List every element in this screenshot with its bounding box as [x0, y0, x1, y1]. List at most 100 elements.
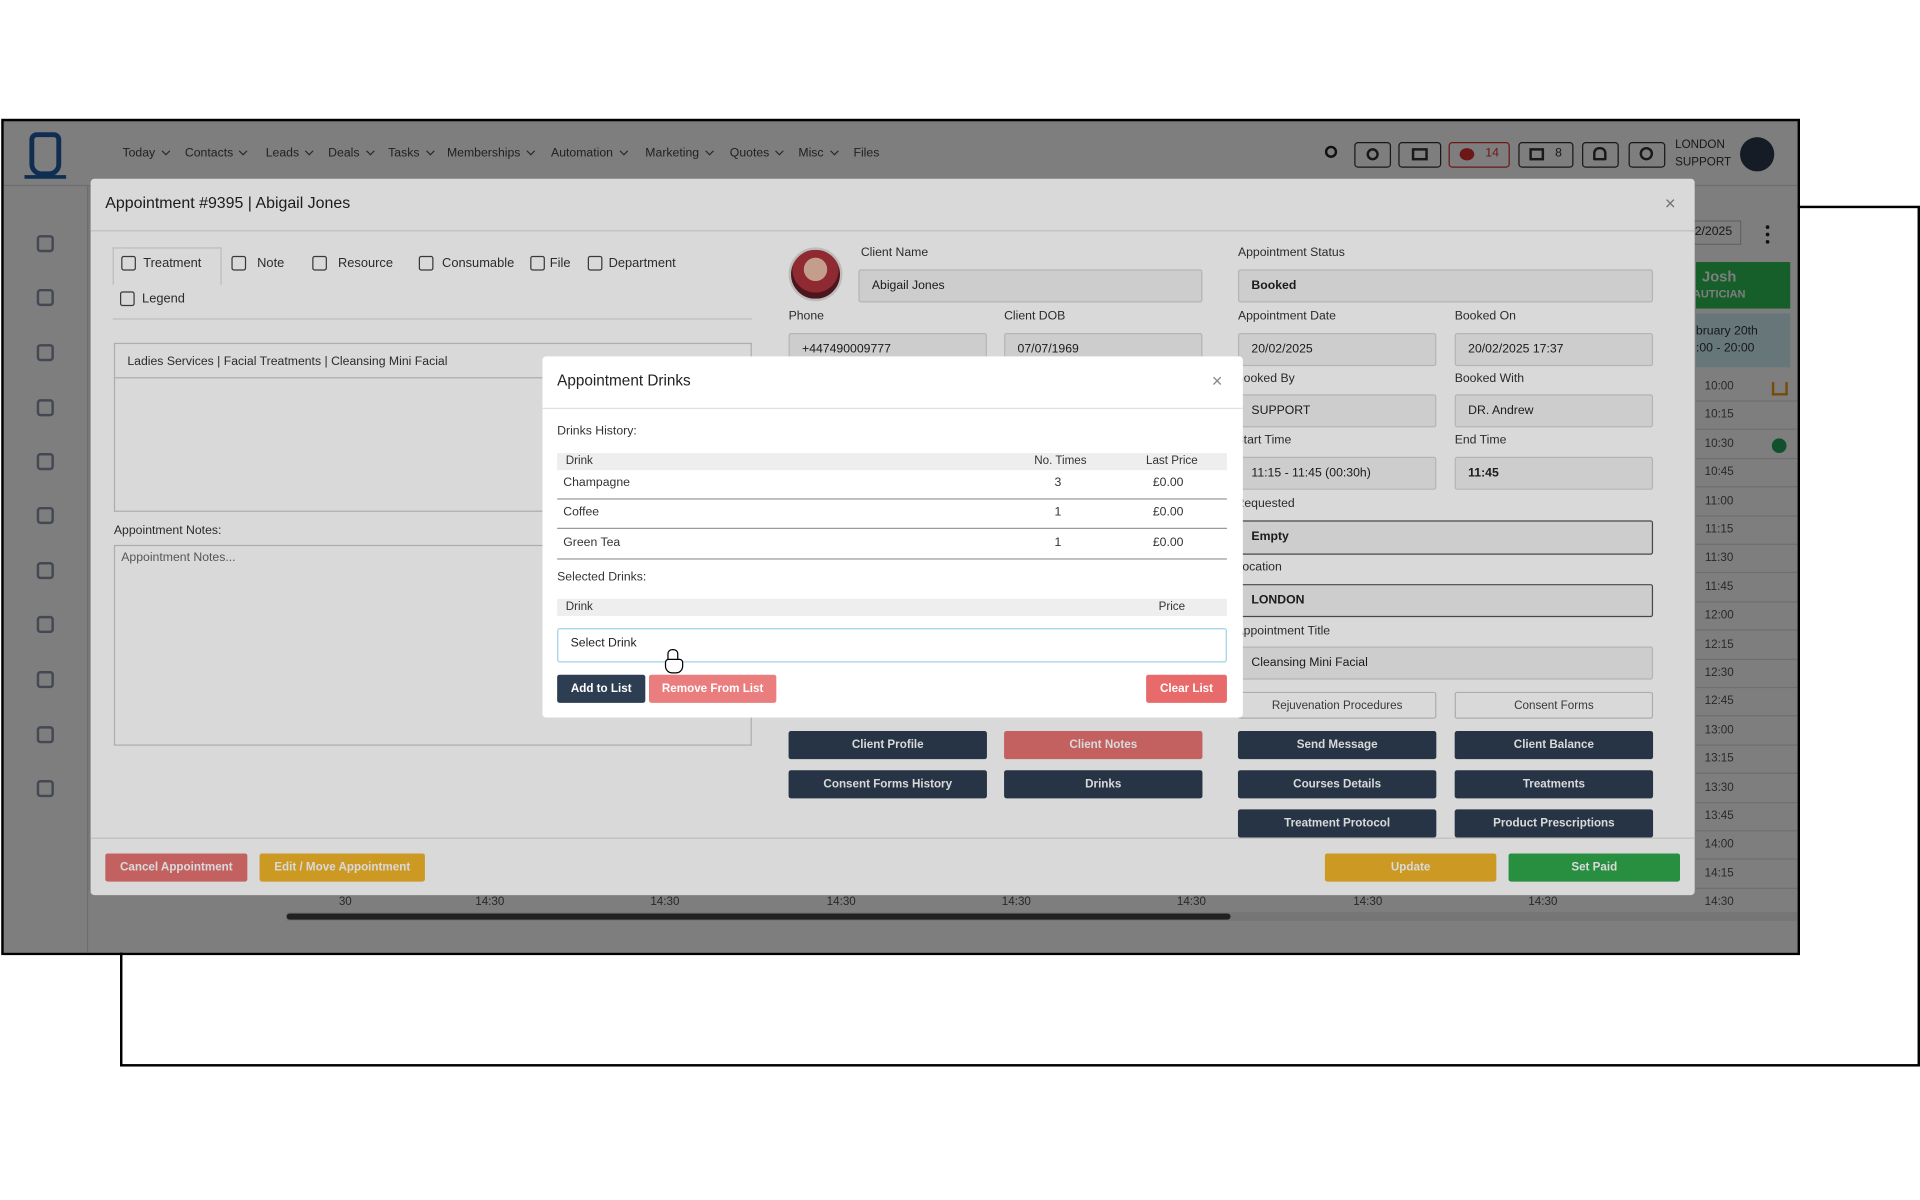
nav-item[interactable]: Quotes [729, 146, 770, 161]
user-name: SUPPORT [1675, 155, 1732, 169]
notes-placeholder: Appointment Notes... [121, 551, 236, 565]
time-grid-line [1695, 830, 1798, 832]
nav-item[interactable]: Deals [328, 146, 360, 161]
user-avatar[interactable] [1740, 137, 1775, 172]
sidebar-icon[interactable] [36, 615, 54, 634]
time-grid-line [1695, 486, 1798, 488]
time-grid-line [1695, 457, 1798, 459]
field-label: Booked By [1235, 372, 1295, 386]
nav-item[interactable]: Memberships [446, 146, 521, 161]
drinks-title: Appointment Drinks [557, 372, 691, 390]
drinks-button[interactable]: Clear List [1146, 674, 1227, 703]
action-button[interactable]: Client Notes [1004, 731, 1203, 760]
time-slot: 10:00 [1704, 379, 1734, 394]
tab[interactable]: File [549, 255, 571, 271]
sidebar-icon[interactable] [36, 288, 54, 307]
tab[interactable]: Treatment [143, 255, 202, 271]
sidebar-icon[interactable] [36, 399, 54, 417]
tab-icon [231, 255, 247, 271]
tab[interactable]: Resource [337, 255, 394, 271]
menu-dot [1765, 240, 1770, 244]
field-input[interactable] [1454, 394, 1654, 428]
field-input[interactable] [1237, 646, 1654, 680]
tab[interactable]: Consumable [442, 255, 515, 271]
timeline-label: 14:30 [826, 895, 856, 909]
footer-button[interactable]: Edit / Move Appointment [259, 853, 425, 882]
time-grid-line [1695, 572, 1798, 574]
nav-icon-button[interactable] [1518, 142, 1574, 168]
field-input[interactable] [1237, 394, 1437, 428]
sidebar-icon[interactable] [36, 780, 54, 798]
nav-icon-button[interactable] [1398, 142, 1442, 168]
nav-item[interactable]: Files [853, 146, 880, 161]
action-button[interactable]: Client Profile [788, 731, 987, 760]
action-button[interactable]: Client Balance [1454, 731, 1654, 760]
field-label: Booked On [1454, 309, 1516, 324]
nav-icon-button[interactable] [1448, 142, 1510, 168]
history-row-divider [557, 557, 1227, 560]
field-label: Start Time [1235, 433, 1292, 447]
drinks-close[interactable]: × [1211, 371, 1223, 392]
action-button[interactable]: Courses Details [1237, 770, 1437, 799]
nav-item[interactable]: Marketing [645, 146, 700, 161]
sidebar-icon[interactable] [36, 235, 54, 253]
field-input[interactable] [1237, 269, 1654, 303]
field-input[interactable] [1237, 456, 1437, 490]
calendar-date-box [1689, 220, 1742, 245]
action-button[interactable]: Treatment Protocol [1237, 809, 1437, 838]
time-grid-line [1695, 801, 1798, 803]
footer-button[interactable]: Set Paid [1508, 853, 1680, 882]
tab[interactable]: Department [608, 255, 676, 271]
action-button[interactable]: Treatments [1454, 770, 1654, 799]
drinks-button[interactable]: Remove From List [648, 674, 777, 703]
nav-item[interactable]: Today [122, 146, 156, 161]
sidebar-icon[interactable] [36, 453, 54, 471]
sidebar-icon[interactable] [36, 726, 54, 744]
selected-header [557, 598, 1227, 616]
field-input[interactable] [1237, 584, 1654, 618]
sidebar-icon[interactable] [36, 344, 54, 362]
action-button[interactable]: Consent Forms History [788, 770, 987, 799]
field-input[interactable] [1237, 333, 1437, 367]
footer-button[interactable]: Cancel Appointment [105, 853, 248, 882]
footer-button[interactable]: Update [1324, 853, 1497, 882]
action-button[interactable]: Rejuvenation Procedures [1237, 691, 1437, 719]
action-button[interactable]: Drinks [1004, 770, 1203, 799]
history-price: £0.00 [1152, 506, 1184, 520]
field-input[interactable] [1454, 333, 1654, 367]
time-grid-line [1695, 772, 1798, 775]
sidebar-icon[interactable] [36, 506, 54, 525]
drinks-button[interactable]: Add to List [557, 674, 646, 703]
scrollbar[interactable] [286, 913, 1231, 920]
close-x[interactable]: × [1664, 193, 1676, 215]
time-slot: 14:30 [1704, 895, 1734, 909]
nav-icon-button[interactable] [1354, 142, 1392, 168]
time-slot: 13:15 [1704, 752, 1734, 766]
nav-icon-button[interactable] [1628, 142, 1666, 168]
sidebar-icon[interactable] [36, 562, 54, 580]
tab-icon [530, 255, 545, 271]
top-nav [2, 122, 1798, 187]
drink-select[interactable] [557, 628, 1227, 663]
field-label: Appointment Status [1237, 246, 1345, 260]
nav-item[interactable]: Leads [265, 146, 300, 161]
field-input[interactable] [858, 269, 1203, 303]
nav-item[interactable]: Automation [551, 146, 613, 161]
action-button[interactable]: Send Message [1237, 731, 1437, 760]
field-input[interactable] [1454, 456, 1654, 490]
field-label: Client DOB [1004, 309, 1066, 324]
nav-item[interactable]: Contacts [184, 146, 234, 161]
nav-item[interactable]: Misc [798, 146, 824, 161]
nav-item[interactable]: Tasks [388, 146, 420, 161]
tab[interactable]: Note [257, 255, 285, 271]
tab[interactable]: Legend [142, 291, 185, 307]
field-value: 20/02/2025 17:37 [1468, 342, 1564, 356]
phone-icon [1366, 148, 1379, 161]
nav-icon-button[interactable] [1582, 142, 1619, 168]
action-button[interactable]: Consent Forms [1454, 691, 1654, 719]
field-value: SUPPORT [1251, 403, 1311, 417]
action-button[interactable]: Product Prescriptions [1454, 809, 1654, 838]
sidebar-icon[interactable] [36, 671, 54, 689]
